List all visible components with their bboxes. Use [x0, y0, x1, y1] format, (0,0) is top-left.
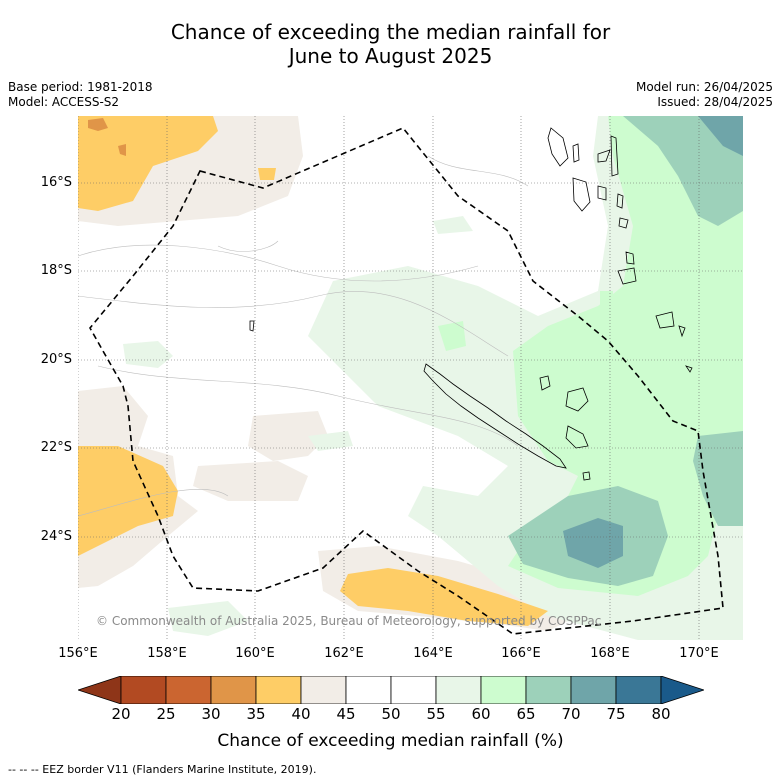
colorbar-extend-low [76, 675, 122, 705]
colorbar-tick-label: 25 [156, 705, 176, 723]
colorbar-extend-high [660, 675, 706, 705]
map-region-orange [78, 446, 178, 556]
colorbar-tick-label: 75 [606, 705, 626, 723]
colorbar-cell [615, 675, 662, 705]
map-region-light-green [168, 601, 248, 636]
map-region-green [600, 291, 613, 306]
base-period: Base period: 1981-2018 [8, 80, 153, 94]
colorbar-tick-label: 60 [471, 705, 491, 723]
lon-label-170e: 170°E [679, 646, 719, 661]
lon-label-162e: 162°E [324, 646, 364, 661]
map-region-green [508, 116, 743, 596]
colorbar-tick-label: 50 [381, 705, 401, 723]
meta-right: Model run: 26/04/2025 Issued: 28/04/2025 [636, 80, 773, 110]
lat-label-20s: 20°S [40, 352, 72, 367]
colorbar-tick-label: 80 [651, 705, 671, 723]
colorbar-cell [525, 675, 572, 705]
colorbar-cell [255, 675, 302, 705]
colorbar-cell [570, 675, 617, 705]
map-region-orange [340, 568, 548, 626]
colorbar-cell [300, 675, 347, 705]
map-region-beige [248, 411, 328, 461]
colorbar [76, 675, 706, 708]
map-region-light-green [123, 341, 173, 368]
map-region-orange [78, 116, 218, 211]
lon-label-166e: 166°E [501, 646, 541, 661]
title-line-2: June to August 2025 [288, 44, 493, 68]
colorbar-tick-label: 45 [336, 705, 356, 723]
lon-label-164e: 164°E [413, 646, 453, 661]
model-run: Model run: 26/04/2025 [635, 80, 773, 94]
lon-label-158e: 158°E [147, 646, 187, 661]
map-region-green [438, 321, 466, 351]
map-title: Chance of exceeding the median rainfall … [0, 20, 781, 68]
map-region-teal [563, 518, 623, 568]
colorbar-tick-label: 70 [561, 705, 581, 723]
model-name: Model: ACCESS-S2 [8, 95, 120, 109]
island-loyalty [565, 387, 589, 412]
lat-label-24s: 24°S [40, 529, 72, 544]
lat-label-16s: 16°S [40, 175, 72, 190]
island-loyalty [565, 425, 589, 449]
colorbar-tick-label: 65 [516, 705, 536, 723]
colorbar-cell [345, 675, 392, 705]
island-isle-of-pines [582, 471, 591, 481]
lat-label-22s: 22°S [40, 440, 72, 455]
eez-legend-note: -- -- -- EEZ border V11 (Flanders Marine… [8, 763, 317, 776]
lon-label-156e: 156°E [58, 646, 98, 661]
islands-vanuatu [249, 127, 693, 373]
title-line-1: Chance of exceeding the median rainfall … [170, 20, 611, 44]
map-region-orange [258, 168, 276, 180]
colorbar-label: Chance of exceeding median rainfall (%) [217, 731, 564, 751]
map-region-beige [193, 461, 308, 501]
map-region-dark-orange [88, 118, 108, 131]
colorbar-cell [210, 675, 257, 705]
colorbar-tick-label: 40 [291, 705, 311, 723]
map-region-dark-orange [118, 144, 126, 156]
issued-date: Issued: 28/04/2025 [657, 95, 773, 109]
lat-label-18s: 18°S [40, 263, 72, 278]
colorbar-tick-label: 20 [111, 705, 131, 723]
map-region-teal-green [693, 431, 743, 526]
colorbar-cell [435, 675, 482, 705]
colorbar-tick-label: 35 [246, 705, 266, 723]
colorbar-cell [390, 675, 437, 705]
map-region-teal [698, 116, 743, 156]
eez-border [89, 127, 724, 635]
lon-label-168e: 168°E [590, 646, 630, 661]
rainfall-map [78, 116, 743, 640]
island-new-caledonia [423, 363, 567, 469]
map-region-light-green [308, 431, 353, 451]
colorbar-tick-label: 55 [426, 705, 446, 723]
island-loyalty [539, 375, 551, 391]
lon-label-160e: 160°E [235, 646, 275, 661]
colorbar-cell [480, 675, 527, 705]
copyright-notice: © Commonwealth of Australia 2025, Bureau… [96, 614, 602, 628]
colorbar-tick-label: 30 [201, 705, 221, 723]
colorbar-cell [165, 675, 212, 705]
colorbar-cell [120, 675, 167, 705]
meta-left: Base period: 1981-2018 Model: ACCESS-S2 [8, 80, 153, 110]
map-region-light-green [433, 216, 473, 234]
map-region-teal-green [623, 116, 743, 226]
